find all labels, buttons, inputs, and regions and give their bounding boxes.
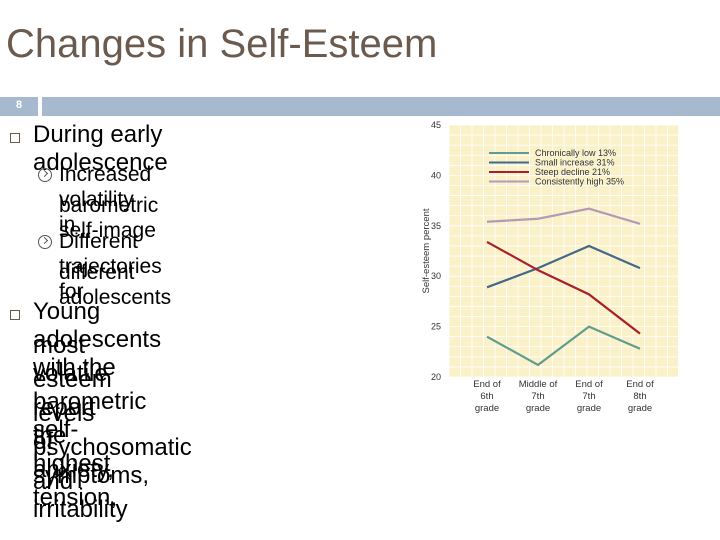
series-line-2: [486, 240, 641, 335]
sub-bullet-text: barometric self-image: [59, 194, 159, 242]
x-tick-label: 8th: [633, 391, 646, 402]
plot-area: [449, 125, 678, 377]
y-tick-label: 45: [431, 120, 441, 130]
sub-bullet-text: Increased volatility in: [59, 163, 152, 236]
y-tick-label: 20: [431, 372, 441, 382]
slide-title: Changes in Self-Esteem: [6, 22, 438, 66]
series-line-0: [486, 325, 641, 367]
bullet-text: psychosomatic symptoms,: [33, 434, 192, 489]
bullet-text: Young adolescents with the: [33, 298, 162, 381]
y-tick-label: 35: [431, 221, 441, 231]
bullet-text: and irritability: [33, 468, 128, 523]
circle-check-bullet-icon: [38, 168, 52, 182]
x-tick-label: End of: [626, 379, 654, 390]
legend-label: Steep decline 21%: [535, 167, 610, 177]
bullet-text: most volatile barometric self-: [33, 332, 147, 443]
y-tick-label: 30: [431, 271, 441, 281]
x-tick-label: 6th: [480, 391, 493, 402]
x-tick-label: 7th: [582, 391, 595, 402]
x-tick-label: grade: [577, 403, 601, 414]
y-axis-label: Self-esteem percent: [421, 208, 432, 293]
series-line-3: [486, 207, 641, 225]
x-tick-label: 7th: [531, 391, 544, 402]
series-line-1: [486, 244, 641, 289]
legend-label: Small increase 31%: [535, 158, 615, 168]
bullet-text: During early adolescence: [33, 121, 168, 176]
legend-label: Chronically low 13%: [535, 148, 616, 158]
title-rule: [42, 97, 720, 116]
x-tick-label: grade: [526, 403, 550, 414]
x-tick-label: Middle of: [519, 379, 558, 390]
x-tick-label: grade: [628, 403, 652, 414]
sub-bullet-text: Different trajectories for: [59, 230, 162, 303]
square-bullet-icon: [10, 310, 20, 320]
sub-bullet-text: different adolescents: [59, 261, 172, 309]
legend-label: Consistently high 35%: [535, 177, 624, 187]
y-tick-label: 40: [431, 170, 441, 180]
x-tick-label: End of: [575, 379, 603, 390]
bullet-text: esteem report the highest: [33, 366, 112, 477]
square-bullet-icon: [10, 133, 20, 143]
x-tick-label: grade: [475, 403, 499, 414]
y-tick-label: 25: [431, 322, 441, 332]
slide-number: 8: [15, 99, 23, 111]
bullet-text: levels of anxiety, tension,: [33, 400, 118, 511]
x-tick-label: End of: [473, 379, 501, 390]
slide-number-badge: 8: [0, 97, 38, 116]
circle-check-bullet-icon: [38, 235, 52, 249]
